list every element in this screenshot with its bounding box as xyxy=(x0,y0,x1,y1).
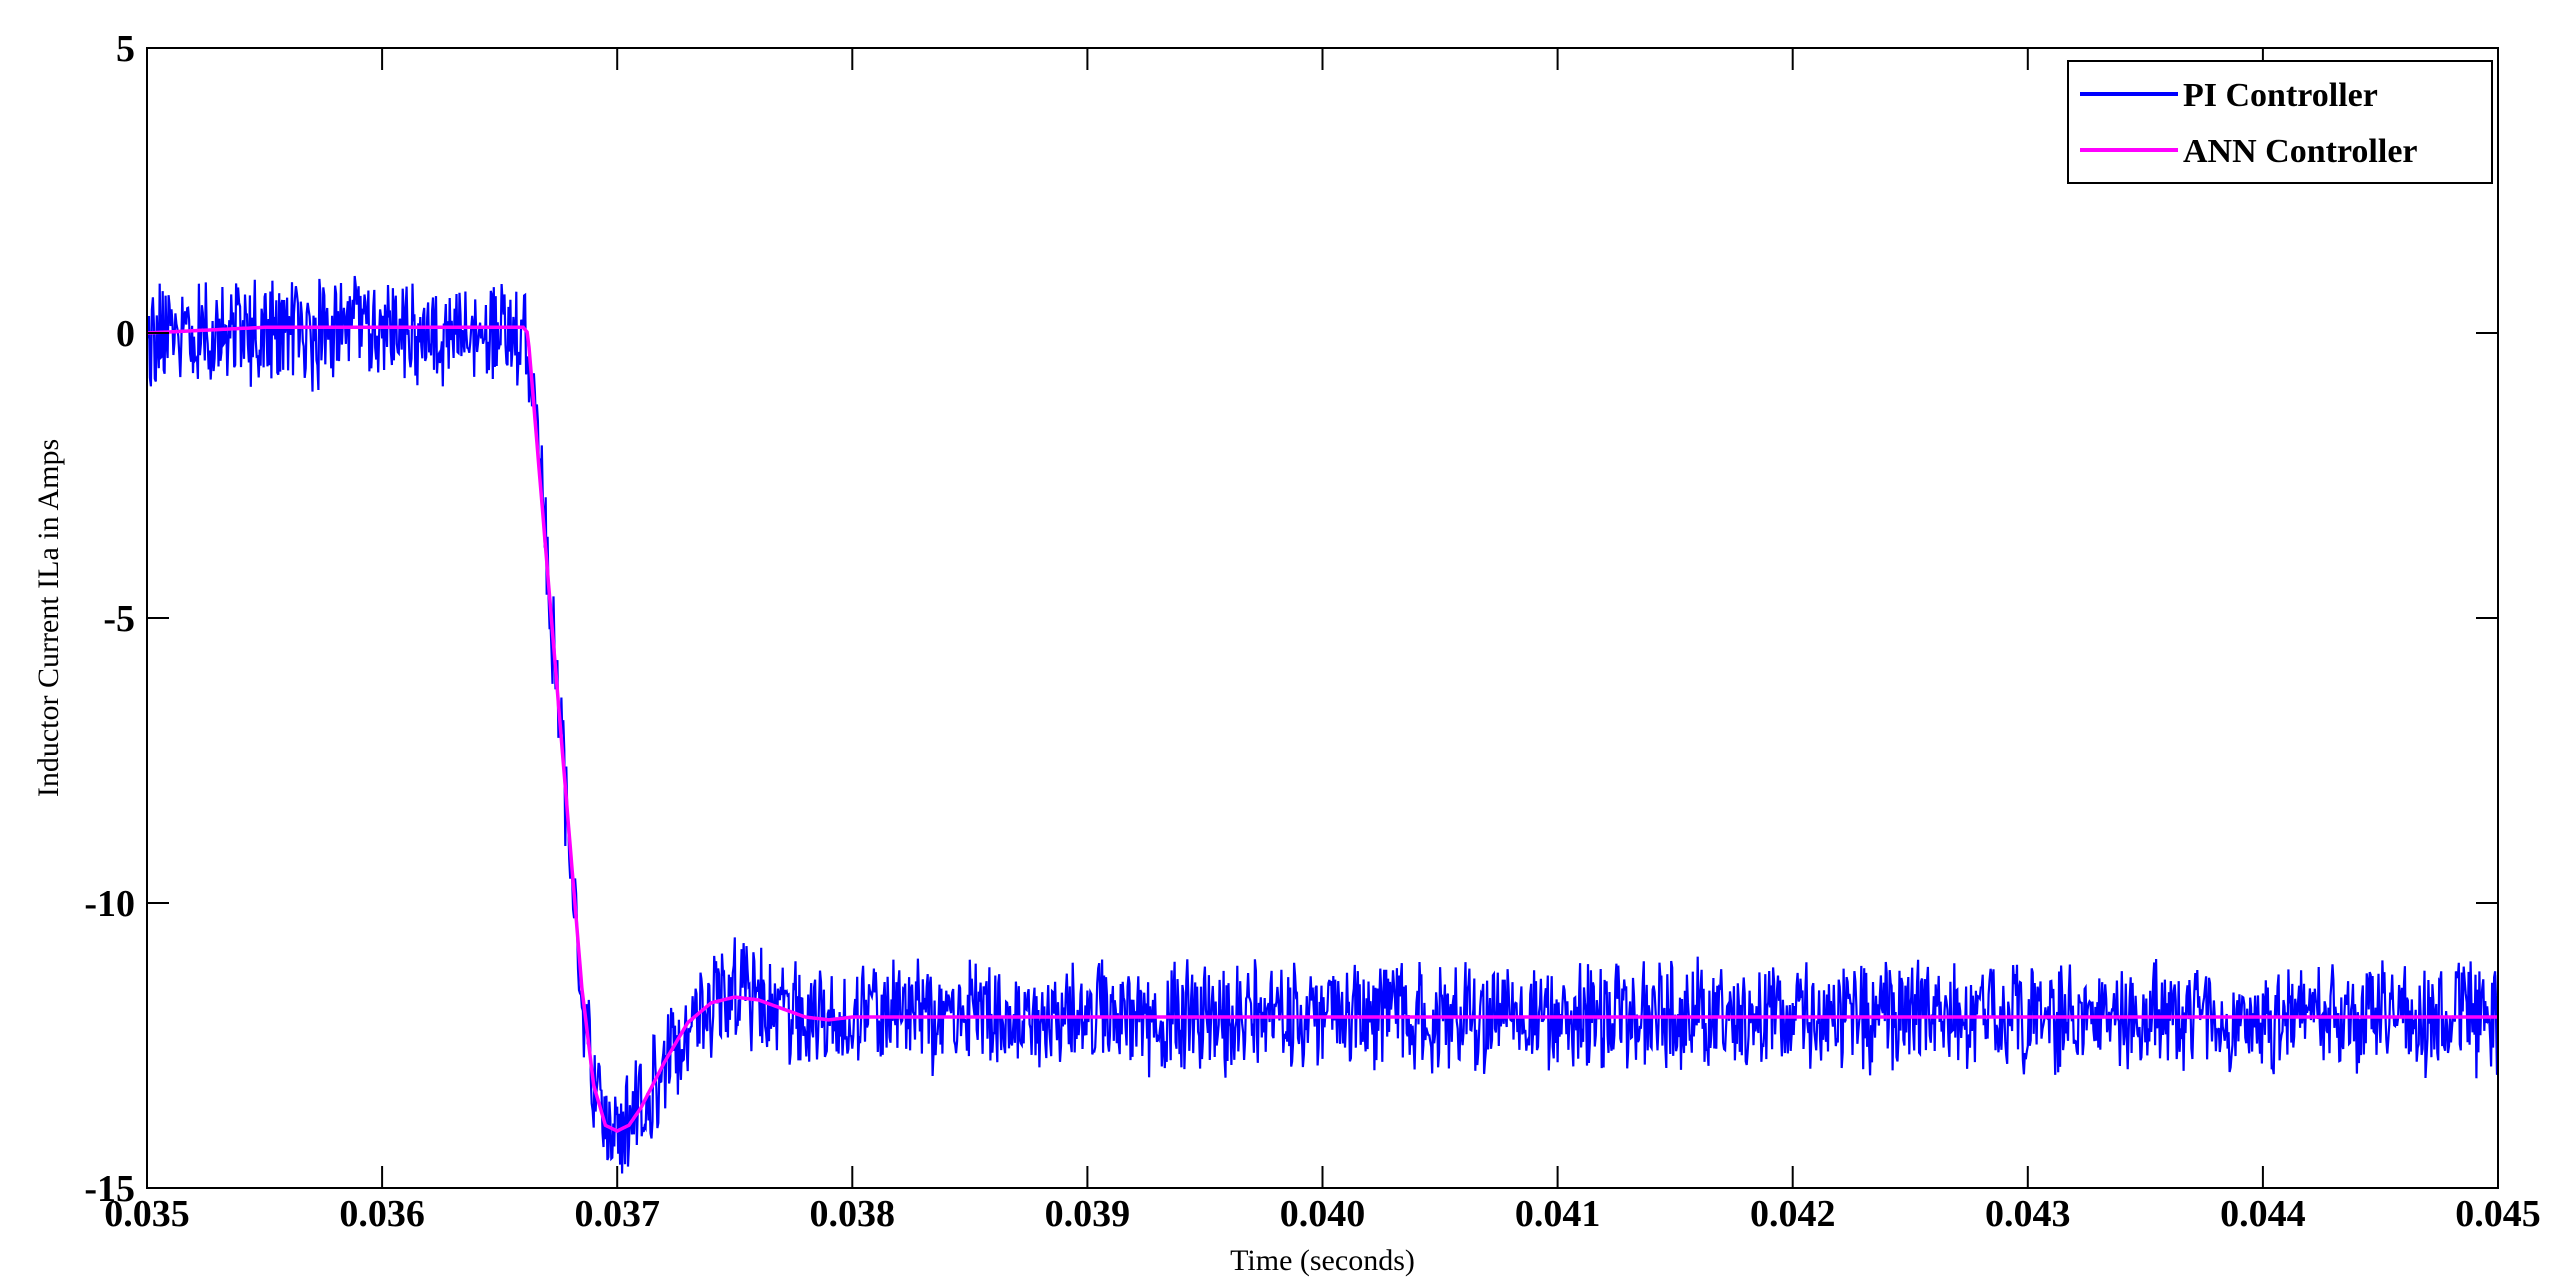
x-tick-label: 0.036 xyxy=(339,1193,425,1235)
x-tick-label: 0.042 xyxy=(1750,1193,1836,1235)
x-tick-label: 0.037 xyxy=(574,1193,660,1235)
x-tick-label: 0.035 xyxy=(104,1193,190,1235)
y-tick-label: 0 xyxy=(116,313,135,355)
y-tick-label: 5 xyxy=(116,28,135,70)
x-axis-label: Time (seconds) xyxy=(1230,1244,1415,1277)
x-tick-label: 0.045 xyxy=(2455,1193,2541,1235)
y-tick-label: -5 xyxy=(103,598,135,640)
legend-entry-label: PI Controller xyxy=(2183,77,2378,114)
x-tick-label: 0.038 xyxy=(810,1193,896,1235)
series-line-ann-controller xyxy=(147,325,2498,1133)
y-tick-label: -15 xyxy=(84,1168,135,1210)
x-tick-label: 0.039 xyxy=(1045,1193,1131,1235)
x-tick-label: 0.044 xyxy=(2220,1193,2306,1235)
y-axis-label: Inductor Current ILa in Amps xyxy=(32,439,65,797)
x-tick-label: 0.041 xyxy=(1515,1193,1601,1235)
legend-entry-label: ANN Controller xyxy=(2183,133,2418,170)
y-tick-label: -10 xyxy=(84,883,135,925)
x-tick-label: 0.043 xyxy=(1985,1193,2071,1235)
x-tick-label: 0.040 xyxy=(1280,1193,1366,1235)
legend-box xyxy=(2067,60,2493,184)
